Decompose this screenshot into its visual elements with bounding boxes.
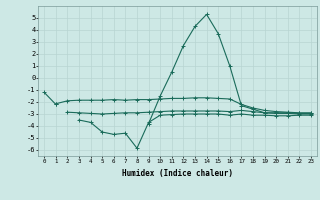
X-axis label: Humidex (Indice chaleur): Humidex (Indice chaleur) [122, 169, 233, 178]
